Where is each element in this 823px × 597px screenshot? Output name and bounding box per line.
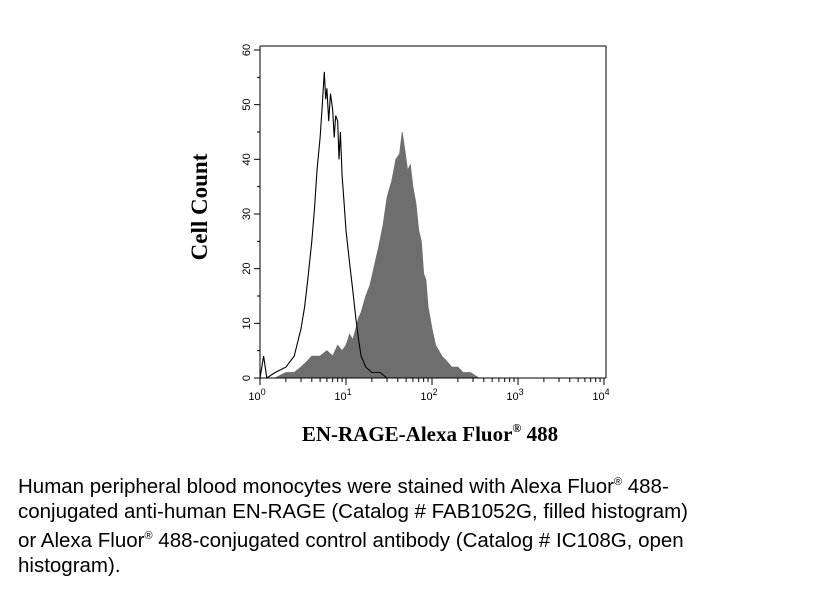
x-axis-label-sup: ® — [512, 421, 521, 435]
x-axis-label-main: EN-RAGE-Alexa Fluor — [302, 422, 513, 446]
x-tick-label: 103 — [506, 387, 523, 403]
x-axis-label: EN-RAGE-Alexa Fluor® 488 — [302, 421, 558, 446]
series-open-histogram — [259, 71, 604, 379]
caption-line-2: conjugated anti-human EN-RAGE (Catalog #… — [18, 499, 689, 523]
x-tick-label: 100 — [248, 387, 265, 403]
caption-line-3: or Alexa Fluor® 488-conjugated control a… — [18, 528, 684, 552]
y-tick-label: 20 — [241, 263, 253, 275]
axes-layer: 0 10 20 30 40 50 60 100 101 102 103 104 — [241, 44, 610, 403]
x-tick-label: 102 — [420, 387, 437, 403]
caption-line-1: Human peripheral blood monocytes were st… — [18, 474, 669, 498]
y-axis-label: Cell Count — [187, 153, 212, 260]
y-tick-label: 40 — [241, 153, 253, 165]
x-axis-label-tail: 488 — [527, 422, 559, 446]
y-axis-label-text: Cell Count — [187, 153, 212, 260]
y-tick-label: 30 — [241, 208, 253, 220]
series-filled-histogram — [260, 131, 604, 379]
caption-line-4: histogram). — [18, 553, 121, 577]
y-tick-label: 10 — [241, 317, 253, 329]
x-tick-label: 101 — [334, 387, 351, 403]
y-tick-label: 60 — [241, 44, 253, 56]
figure-caption: Human peripheral blood monocytes were st… — [18, 470, 818, 578]
series-layer — [259, 71, 604, 379]
x-tick-label: 104 — [592, 387, 609, 403]
y-tick-label: 0 — [241, 375, 253, 381]
y-tick-label: 50 — [241, 99, 253, 111]
